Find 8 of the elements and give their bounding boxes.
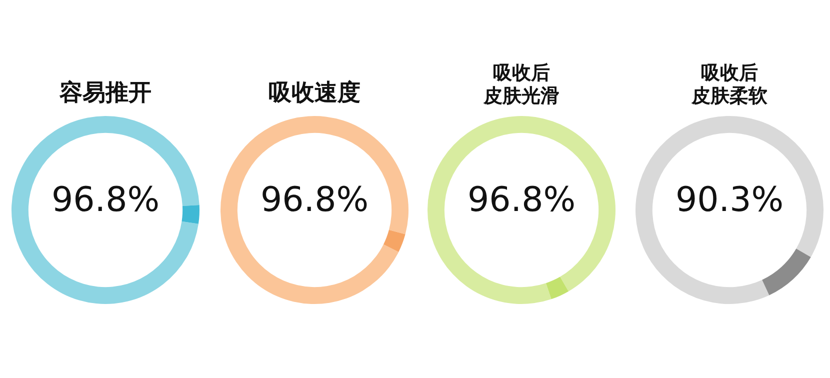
chart-title: 吸收后皮肤光滑 — [484, 62, 560, 108]
text: 96.8% — [260, 180, 369, 220]
text: 96.8% — [467, 180, 576, 220]
text: 96.8% — [51, 180, 160, 220]
chart-title: 容易推开 — [58, 79, 152, 108]
chart-title: 吸收速度 — [268, 79, 362, 108]
chart-title: 吸收后皮肤柔软 — [692, 62, 768, 108]
text: 90.3% — [675, 180, 784, 220]
